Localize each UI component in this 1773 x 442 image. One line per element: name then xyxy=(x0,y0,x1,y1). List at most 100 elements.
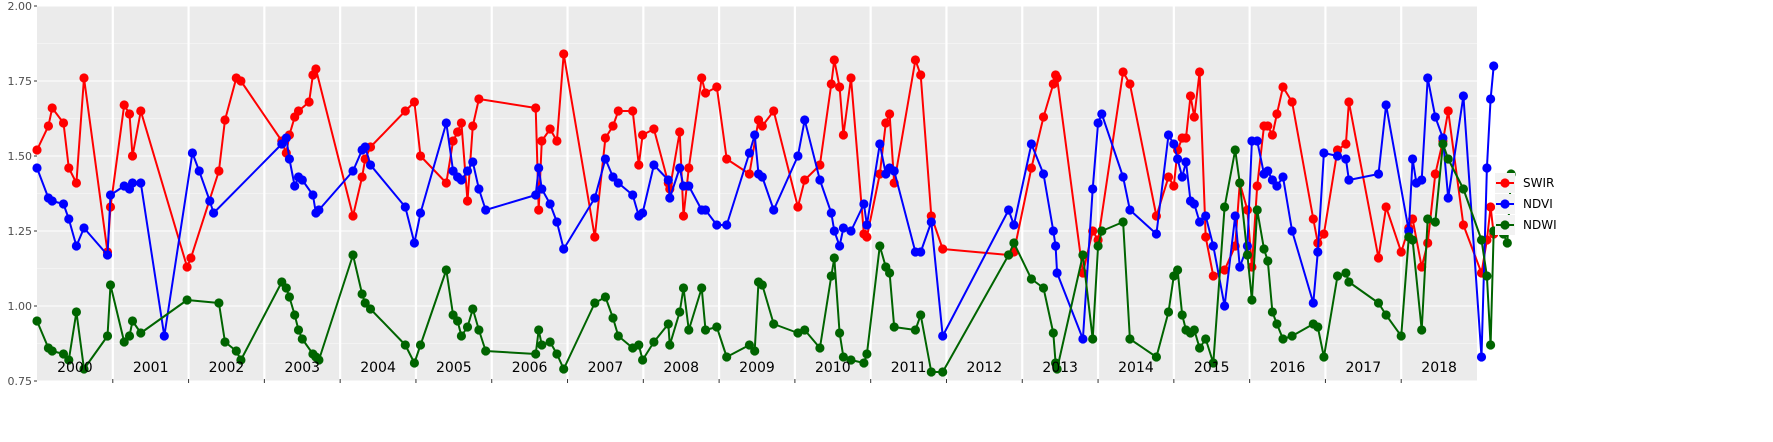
year-label: 2001 xyxy=(133,360,169,376)
data-point-ndvi xyxy=(649,160,659,170)
data-point-swir xyxy=(769,106,779,116)
data-point-ndvi xyxy=(537,184,547,194)
data-point-ndwi xyxy=(829,253,839,263)
y-tick-label: 2.00 xyxy=(8,0,33,13)
data-point-ndvi xyxy=(136,178,146,188)
data-point-ndwi xyxy=(537,340,547,350)
data-point-ndvi xyxy=(1125,205,1135,215)
data-point-ndwi xyxy=(1118,217,1128,227)
data-point-ndvi xyxy=(1319,148,1329,158)
data-point-ndvi xyxy=(545,199,555,209)
data-point-ndvi xyxy=(1332,151,1343,161)
data-point-swir xyxy=(1189,112,1199,122)
data-point-ndwi xyxy=(769,319,779,329)
year-label: 2013 xyxy=(1042,360,1078,376)
data-point-swir xyxy=(552,136,562,146)
data-point-ndwi xyxy=(462,322,473,332)
data-point-ndwi xyxy=(1009,238,1019,248)
data-point-ndwi xyxy=(889,322,899,332)
data-point-ndvi xyxy=(684,181,694,191)
data-point-ndvi xyxy=(1220,301,1230,311)
year-label: 2012 xyxy=(967,360,1003,376)
year-label: 2010 xyxy=(815,360,851,376)
data-point-swir xyxy=(124,109,135,119)
data-point-ndwi xyxy=(1235,178,1245,188)
data-point-swir xyxy=(1278,82,1288,92)
data-point-swir xyxy=(1396,247,1406,257)
year-label: 2006 xyxy=(512,360,548,376)
data-point-ndwi xyxy=(1004,250,1014,260)
data-point-ndvi xyxy=(916,247,926,257)
data-point-swir xyxy=(453,127,463,137)
data-point-swir xyxy=(1458,220,1468,230)
data-point-swir xyxy=(71,178,81,188)
data-point-ndvi xyxy=(750,130,760,140)
data-point-swir xyxy=(357,172,367,182)
data-point-swir xyxy=(1220,265,1230,275)
data-point-ndvi xyxy=(1430,112,1440,122)
data-point-ndvi xyxy=(889,166,899,176)
data-point-ndvi xyxy=(209,208,219,218)
data-point-swir xyxy=(214,166,224,176)
data-point-ndvi xyxy=(1088,184,1098,194)
data-point-ndwi xyxy=(1252,205,1262,215)
data-point-ndwi xyxy=(846,355,856,365)
data-point-ndwi xyxy=(926,367,936,377)
legend: SWIR NDVI NDWI xyxy=(1495,173,1557,235)
data-point-ndvi xyxy=(1118,172,1128,182)
data-point-ndvi xyxy=(1373,169,1384,179)
data-point-ndwi xyxy=(1373,298,1384,308)
axis-layer: 0.75 1.00 1.25 1.50 1.75 2.00 2000 2001 2002 2003… xyxy=(8,0,1457,388)
data-point-ndvi xyxy=(600,154,611,164)
data-point-ndwi xyxy=(697,283,707,293)
data-point-ndvi xyxy=(1189,199,1199,209)
data-point-ndwi xyxy=(634,340,644,350)
data-point-ndwi xyxy=(64,355,74,365)
data-point-ndvi xyxy=(1169,139,1179,149)
data-point-ndwi xyxy=(1263,256,1273,266)
data-point-swir xyxy=(1423,238,1433,248)
data-point-swir xyxy=(531,103,541,113)
data-point-ndwi xyxy=(102,331,113,341)
data-point-ndwi xyxy=(1048,328,1058,338)
data-point-ndwi xyxy=(1052,364,1062,374)
data-point-ndvi xyxy=(205,196,215,206)
data-point-ndvi xyxy=(462,166,473,176)
data-point-ndwi xyxy=(456,331,466,341)
data-point-ndwi xyxy=(757,280,767,290)
data-point-ndwi xyxy=(862,349,872,359)
data-point-swir xyxy=(700,88,711,98)
data-point-swir xyxy=(47,103,57,113)
data-point-ndwi xyxy=(453,316,463,326)
data-point-ndwi xyxy=(1417,325,1427,335)
data-point-ndwi xyxy=(1344,277,1354,287)
data-point-ndwi xyxy=(1438,139,1448,149)
data-point-swir xyxy=(534,205,544,215)
data-point-swir xyxy=(64,163,74,173)
data-point-swir xyxy=(409,97,419,107)
data-point-ndwi xyxy=(441,265,451,275)
data-point-ndvi xyxy=(441,118,451,128)
data-point-swir xyxy=(684,163,694,173)
data-point-ndwi xyxy=(1267,307,1277,317)
data-point-ndvi xyxy=(1004,205,1014,215)
y-tick-label: 1.50 xyxy=(8,150,33,163)
data-point-ndwi xyxy=(124,331,135,341)
data-point-swir xyxy=(456,118,466,128)
data-point-ndwi xyxy=(1189,325,1199,335)
data-point-ndwi xyxy=(1177,310,1187,320)
data-point-swir xyxy=(835,82,845,92)
data-point-ndvi xyxy=(1486,94,1496,104)
data-point-ndvi xyxy=(613,178,623,188)
data-point-swir xyxy=(58,118,69,128)
data-point-ndwi xyxy=(722,352,732,362)
data-point-ndwi xyxy=(365,304,376,314)
data-point-ndwi xyxy=(79,364,89,374)
data-point-swir xyxy=(1308,214,1318,224)
series-layer xyxy=(32,49,1516,377)
data-point-ndvi xyxy=(534,163,544,173)
data-point-swir xyxy=(1344,97,1354,107)
data-point-ndwi xyxy=(838,352,849,362)
data-point-ndwi xyxy=(663,319,673,329)
year-label: 2017 xyxy=(1345,360,1381,376)
